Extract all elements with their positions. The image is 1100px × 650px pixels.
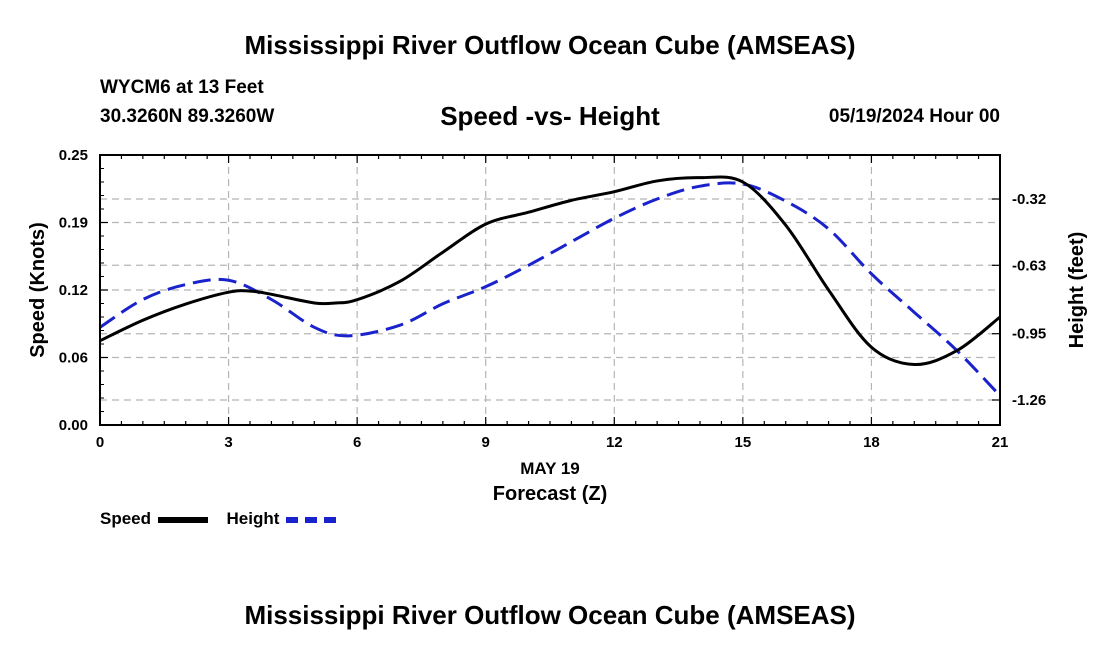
grid — [100, 155, 1000, 425]
y2-tick-label: -0.63 — [1012, 257, 1046, 274]
legend-height-label: Height — [226, 509, 280, 528]
y2-tick-label: -1.26 — [1012, 392, 1046, 409]
tick-labels: 0 3 6 9 12 15 18 21 0.00 0.06 0.12 0.19 0.25 -0.32 -0.… — [59, 147, 1046, 451]
footer-title: Mississippi River Outflow Ocean Cube (AM… — [244, 600, 856, 630]
y2-tick-label: -0.32 — [1012, 191, 1046, 208]
y-tick-label: 0.19 — [59, 215, 88, 232]
x-tick-label: 6 — [353, 434, 361, 451]
x-tick-label: 18 — [863, 434, 880, 451]
x-tick-label: 12 — [606, 434, 623, 451]
x-tick-label: 9 — [482, 434, 490, 451]
legend-speed-swatch — [157, 516, 208, 523]
series-line-height — [99, 181, 1002, 397]
y-tick-label: 0.12 — [59, 282, 88, 299]
x-tick-label: 0 — [96, 434, 104, 451]
y2-tick-label: -0.95 — [1012, 326, 1046, 343]
legend-speed-label: Speed — [100, 509, 152, 528]
series-layer — [99, 175, 1002, 397]
y-axis-label: Speed (Knots) — [27, 222, 49, 358]
x-axis-date-label: MAY 19 — [520, 459, 580, 478]
chart-title: Speed -vs- Height — [440, 101, 660, 131]
page-title: Mississippi River Outflow Ocean Cube (AM… — [244, 30, 856, 60]
coordinates-label: 30.3260N 89.3260W — [100, 106, 275, 127]
legend-height-swatch — [286, 516, 337, 523]
legend: Speed Height — [100, 509, 337, 529]
x-tick-label: 15 — [735, 434, 752, 451]
series-line-speed — [99, 175, 1001, 367]
x-tick-label: 21 — [992, 434, 1009, 451]
x-axis-label: Forecast (Z) — [493, 483, 607, 505]
x-tick-label: 3 — [224, 434, 232, 451]
station-label: WYCM6 at 13 Feet — [100, 77, 264, 98]
y-tick-label: 0.06 — [59, 350, 88, 367]
tick-marks — [99, 154, 1001, 426]
y2-axis-label: Height (feet) — [1066, 232, 1088, 349]
y-tick-label: 0.00 — [59, 417, 88, 434]
datetime-label: 05/19/2024 Hour 00 — [828, 106, 1000, 127]
y-tick-label: 0.25 — [59, 147, 88, 164]
